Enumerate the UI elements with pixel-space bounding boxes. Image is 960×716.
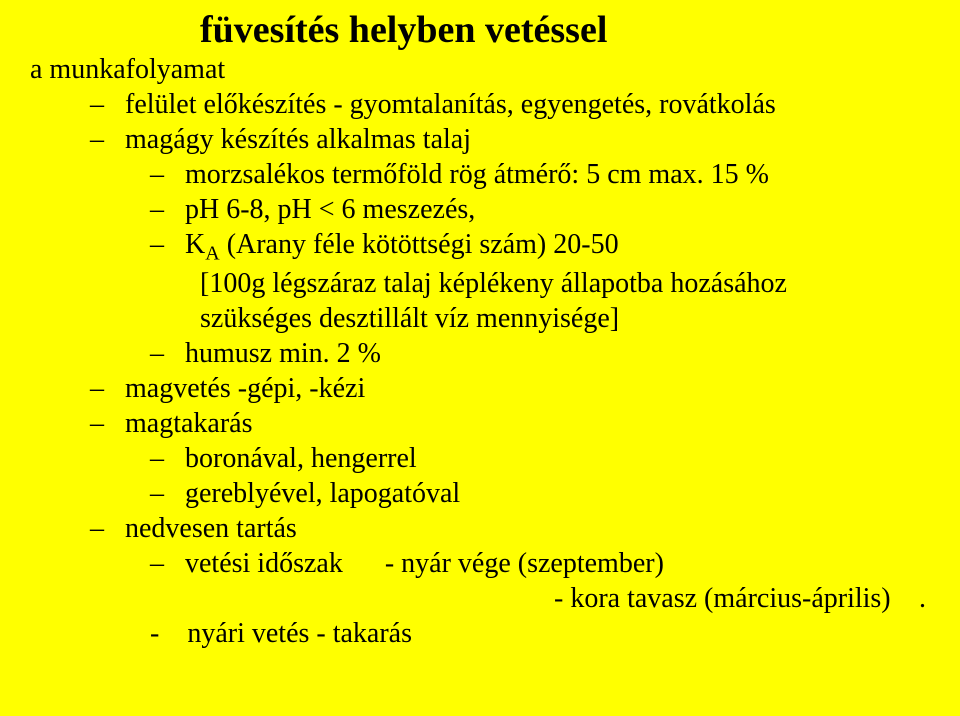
line-15: – vetési időszak - nyár vége (szeptember… (150, 546, 930, 581)
line-16: - kora tavasz (március-április) (554, 581, 891, 616)
line-6-sub: A (205, 242, 219, 264)
line-13: – gereblyével, lapogatóval (150, 476, 930, 511)
line-5: – pH 6-8, pH < 6 meszezés, (150, 192, 930, 227)
line-1: a munkafolyamat (30, 52, 930, 87)
line-16-row: - kora tavasz (március-április). (30, 581, 930, 616)
line-2: – felület előkészítés - gyomtalanítás, e… (90, 87, 930, 122)
line-16-dot: . (919, 581, 930, 616)
slide-title: füvesítés helyben vetéssel (200, 10, 930, 52)
line-8: szükséges desztillált víz mennyisége] (200, 301, 930, 336)
slide: füvesítés helyben vetéssel a munkafolyam… (0, 0, 960, 716)
slide-body: a munkafolyamat – felület előkészítés - … (30, 52, 930, 652)
line-12: – boronával, hengerrel (150, 441, 930, 476)
line-11: – magtakarás (90, 406, 930, 441)
line-10: – magvetés -gépi, -kézi (90, 371, 930, 406)
line-7: [100g légszáraz talaj képlékeny állapotb… (200, 266, 930, 301)
line-9: – humusz min. 2 % (150, 336, 930, 371)
line-14: – nedvesen tartás (90, 511, 930, 546)
line-17: - nyári vetés - takarás (150, 616, 930, 651)
line-6b: (Arany féle kötöttségi szám) 20-50 (220, 229, 619, 260)
line-6a: – K (150, 229, 205, 260)
line-6: – KA (Arany féle kötöttségi szám) 20-50 (150, 227, 930, 267)
line-3: – magágy készítés alkalmas talaj (90, 122, 930, 157)
line-4: – morzsalékos termőföld rög átmérő: 5 cm… (150, 157, 930, 192)
